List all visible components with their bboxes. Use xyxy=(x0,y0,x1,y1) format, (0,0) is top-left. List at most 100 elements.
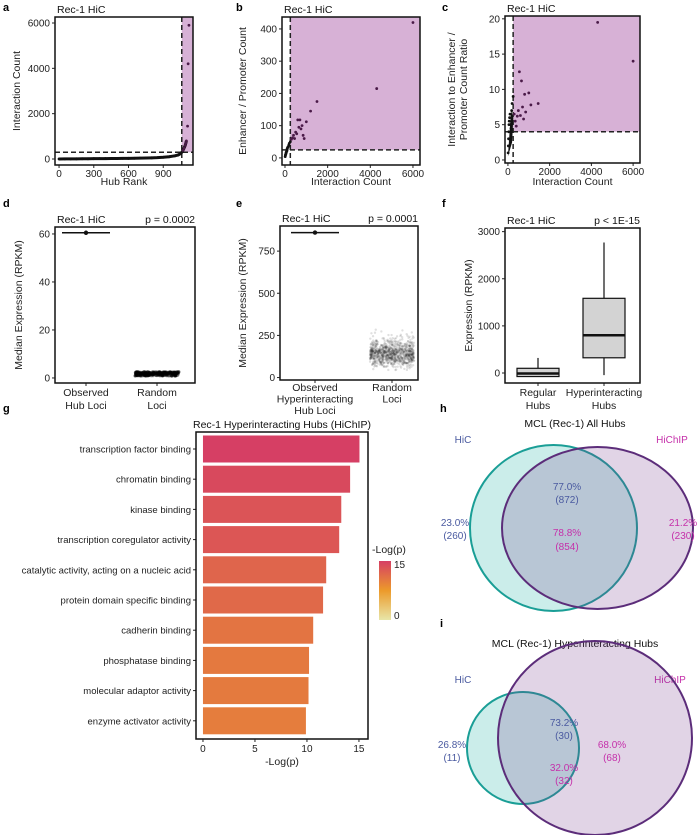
random-loci-point xyxy=(164,373,169,377)
data-point xyxy=(103,157,107,160)
random-loci-point xyxy=(387,333,390,337)
bar xyxy=(202,435,360,463)
random-loci-point xyxy=(161,370,165,374)
random-loci-point xyxy=(135,370,139,374)
random-loci-point xyxy=(388,356,391,359)
random-loci-point xyxy=(404,354,408,357)
random-loci-point xyxy=(396,357,400,360)
random-loci-point xyxy=(408,361,411,364)
random-loci-point xyxy=(411,364,415,367)
random-loci-point xyxy=(165,371,169,375)
random-loci-point xyxy=(395,359,398,362)
random-loci-point xyxy=(405,353,408,356)
random-loci-point xyxy=(135,373,139,378)
random-loci-point xyxy=(402,350,406,354)
random-loci-point xyxy=(391,356,394,359)
random-loci-point xyxy=(165,374,169,378)
random-loci-point xyxy=(368,353,372,357)
bar xyxy=(202,586,324,614)
random-loci-point xyxy=(172,371,176,375)
random-loci-point xyxy=(408,355,411,358)
random-loci-point xyxy=(410,351,413,354)
random-loci-point xyxy=(373,351,377,355)
data-point xyxy=(507,119,511,123)
random-loci-point xyxy=(402,356,406,360)
random-loci-point xyxy=(369,350,372,353)
random-loci-point xyxy=(407,353,410,357)
bar xyxy=(202,526,340,554)
random-loci-point xyxy=(386,355,389,359)
data-point xyxy=(507,130,511,134)
random-loci-point xyxy=(393,353,396,356)
random-loci-point xyxy=(404,355,407,358)
random-loci-point xyxy=(399,366,403,369)
random-loci-point xyxy=(375,361,379,365)
random-loci-point xyxy=(175,371,179,376)
random-loci-point xyxy=(139,371,143,375)
random-loci-point xyxy=(412,356,415,359)
random-loci-point xyxy=(382,352,386,355)
random-loci-point xyxy=(161,370,165,374)
random-loci-point xyxy=(156,371,161,375)
random-loci-point xyxy=(165,371,169,375)
random-loci-point xyxy=(374,350,377,353)
random-loci-point xyxy=(411,360,414,364)
random-loci-point xyxy=(398,348,402,352)
category-label: Random xyxy=(372,382,412,394)
random-loci-point xyxy=(394,356,397,359)
random-loci-point xyxy=(167,371,171,376)
random-loci-point xyxy=(161,371,165,375)
random-loci-point xyxy=(399,358,403,362)
random-loci-point xyxy=(380,351,383,355)
random-loci-point xyxy=(381,358,385,361)
random-loci-point xyxy=(137,371,141,375)
random-loci-point xyxy=(160,372,164,377)
random-loci-point xyxy=(371,349,375,353)
random-loci-point xyxy=(388,359,391,362)
y-axis-label: Expression (RPKM) xyxy=(463,259,475,351)
random-loci-point xyxy=(388,344,391,347)
random-loci-point xyxy=(397,354,400,357)
random-loci-point xyxy=(403,358,407,361)
data-point xyxy=(138,156,142,160)
data-point xyxy=(527,91,531,95)
random-loci-point xyxy=(404,350,407,353)
random-loci-point xyxy=(371,350,375,353)
random-loci-point xyxy=(388,353,392,356)
random-loci-point xyxy=(408,349,411,352)
random-loci-point xyxy=(142,373,146,377)
random-loci-point xyxy=(405,349,408,352)
x-tick-label: 600 xyxy=(120,169,137,180)
random-loci-point xyxy=(383,342,387,345)
random-loci-point xyxy=(410,347,414,351)
random-loci-point xyxy=(392,359,395,362)
random-loci-point xyxy=(397,344,401,348)
random-loci-point xyxy=(405,345,408,349)
random-loci-point xyxy=(372,356,375,360)
random-loci-point xyxy=(142,370,146,374)
random-loci-point xyxy=(373,341,377,345)
random-loci-point xyxy=(393,337,396,340)
random-loci-point xyxy=(158,371,163,375)
random-loci-point xyxy=(395,350,399,354)
random-loci-point xyxy=(385,359,389,363)
random-loci-point xyxy=(411,353,414,356)
random-loci-point xyxy=(141,372,145,376)
data-point xyxy=(109,157,113,160)
random-loci-point xyxy=(382,351,386,355)
data-point xyxy=(293,137,296,140)
random-loci-point xyxy=(151,371,156,375)
random-loci-point xyxy=(409,355,413,359)
random-loci-point xyxy=(379,351,382,355)
random-loci-point xyxy=(370,356,373,359)
hichip-only-count: (230) xyxy=(671,531,694,542)
data-point xyxy=(536,102,540,105)
random-loci-point xyxy=(386,356,389,359)
random-loci-point xyxy=(372,352,376,355)
random-loci-point xyxy=(144,372,148,376)
random-loci-point xyxy=(410,359,413,363)
random-loci-point xyxy=(372,353,375,356)
random-loci-point xyxy=(378,349,381,352)
random-loci-point xyxy=(410,354,413,357)
random-loci-point xyxy=(393,360,397,364)
